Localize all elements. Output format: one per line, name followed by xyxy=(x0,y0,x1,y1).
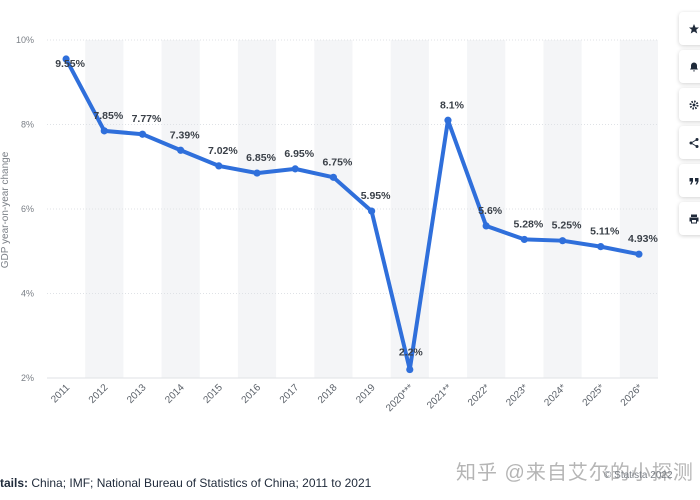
data-point[interactable] xyxy=(329,173,338,181)
y-tick-label: 6% xyxy=(21,204,34,214)
data-label: 5.6% xyxy=(478,205,503,217)
data-point[interactable] xyxy=(558,237,567,245)
x-tick-label: 2018 xyxy=(316,382,340,406)
x-tick-label: 2021** xyxy=(425,382,454,411)
y-tick-label: 10% xyxy=(16,35,34,45)
details-label: tails: xyxy=(0,476,29,490)
data-point[interactable] xyxy=(520,235,528,244)
x-tick-label: 2020*** xyxy=(384,382,416,414)
data-label: 6.95% xyxy=(284,148,314,160)
x-tick-label: 2014 xyxy=(163,382,187,406)
x-tick-label: 2025* xyxy=(581,382,607,408)
data-label: 6.85% xyxy=(246,152,276,164)
series-line xyxy=(64,57,641,372)
data-labels: 9.55% 7.85% 7.77% 7.39% 7.02% 6.85% 6.95% 6.75%… xyxy=(55,58,658,359)
data-point[interactable] xyxy=(291,165,299,173)
column-bands xyxy=(85,40,658,378)
x-tick-label: 2024* xyxy=(542,382,568,408)
print-icon[interactable] xyxy=(679,202,700,235)
data-label: 5.11% xyxy=(590,226,620,238)
data-point[interactable] xyxy=(253,169,261,177)
data-label: 7.85% xyxy=(93,110,123,122)
data-point[interactable] xyxy=(406,365,414,374)
data-point[interactable] xyxy=(100,127,108,135)
gear-icon[interactable] xyxy=(679,88,700,121)
y-tick-label: 2% xyxy=(21,373,34,383)
data-label: 7.77% xyxy=(132,113,162,125)
x-tick-label: 2019 xyxy=(354,382,378,406)
gridlines xyxy=(47,39,658,379)
data-point[interactable] xyxy=(367,207,376,215)
data-label: 5.28% xyxy=(513,218,543,230)
column-band xyxy=(390,40,429,378)
data-point[interactable] xyxy=(597,243,605,251)
y-axis-ticks: 2% 4% 6% 8% 10% xyxy=(16,35,34,383)
x-tick-label: 2012 xyxy=(87,382,111,406)
data-points xyxy=(62,55,643,374)
data-label: 4.93% xyxy=(628,233,658,245)
x-axis-ticks: 2011 2012 2013 2014 2015 2016 2017 2018 2019 2020… xyxy=(49,382,645,414)
data-point[interactable] xyxy=(635,250,643,258)
details-sources: China; IMF; National Bureau of Statistic… xyxy=(28,476,372,490)
data-label: 5.95% xyxy=(361,190,391,202)
x-tick-label: 2026* xyxy=(619,382,645,408)
x-tick-label: 2016 xyxy=(240,382,264,406)
data-label: 2.2% xyxy=(399,347,424,359)
share-icon[interactable] xyxy=(679,126,700,159)
details-text: tails: China; IMF; National Bureau of St… xyxy=(0,476,371,490)
data-label: 5.25% xyxy=(552,220,582,232)
x-tick-label: 2015 xyxy=(201,382,225,406)
data-label: 9.55% xyxy=(55,58,85,70)
x-tick-label: 2011 xyxy=(49,382,72,405)
data-point[interactable] xyxy=(62,55,70,63)
y-axis-label: GDP year-on-year change xyxy=(0,151,11,268)
data-point[interactable] xyxy=(138,130,147,138)
x-tick-label: 2022* xyxy=(466,382,492,408)
data-label: 7.39% xyxy=(170,129,200,141)
x-tick-label: 2023* xyxy=(504,382,530,408)
x-tick-label: 2017 xyxy=(278,382,302,406)
quote-icon[interactable] xyxy=(679,164,700,197)
y-tick-label: 4% xyxy=(21,289,34,299)
y-tick-label: 8% xyxy=(21,120,34,130)
data-point[interactable] xyxy=(215,162,223,170)
data-point[interactable] xyxy=(444,116,452,124)
data-point[interactable] xyxy=(482,222,490,230)
x-tick-label: 2013 xyxy=(125,382,149,406)
side-toolbar xyxy=(679,12,700,235)
copyright-text: © Statista 2022 xyxy=(604,470,673,481)
data-point[interactable] xyxy=(177,146,185,154)
star-icon[interactable] xyxy=(679,12,700,45)
bell-icon[interactable] xyxy=(679,50,700,83)
data-label: 8.1% xyxy=(440,99,465,111)
data-label: 6.75% xyxy=(323,156,353,168)
watermark: 知乎 @来自艾尔的小探测 xyxy=(456,462,694,484)
data-label: 7.02% xyxy=(208,145,238,157)
